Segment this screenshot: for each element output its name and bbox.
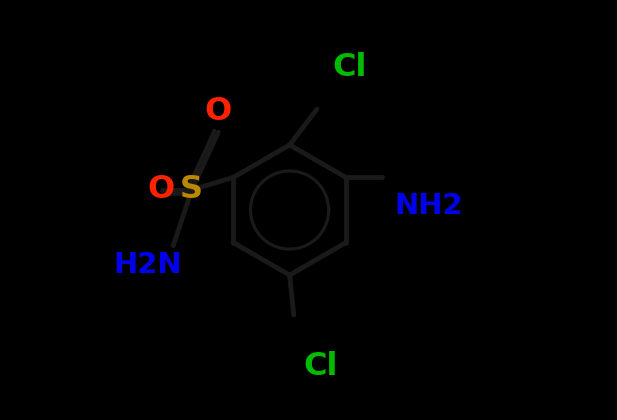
Text: O: O xyxy=(205,96,232,127)
Text: O: O xyxy=(147,174,174,205)
Text: H2N: H2N xyxy=(114,252,183,279)
Text: NH2: NH2 xyxy=(395,192,463,220)
Text: S: S xyxy=(180,174,202,205)
Text: Cl: Cl xyxy=(333,52,367,83)
Text: Cl: Cl xyxy=(303,351,337,382)
